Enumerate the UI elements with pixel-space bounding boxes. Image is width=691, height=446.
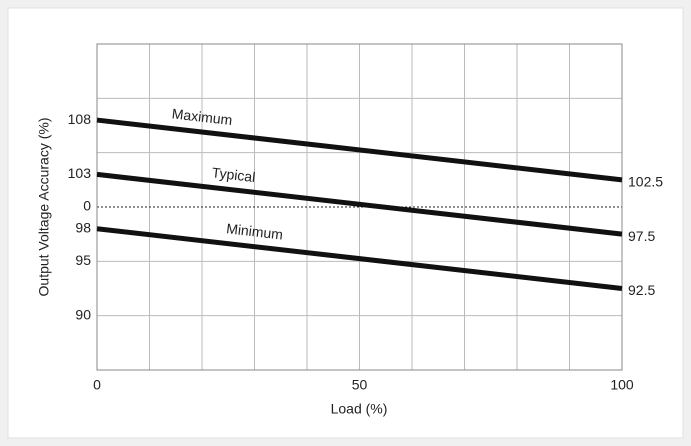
series-line — [96, 171, 623, 237]
x-tick-label: 100 — [610, 377, 634, 393]
y-tick-label: 108 — [68, 111, 92, 127]
y-tick-label: 90 — [75, 306, 91, 322]
x-tick-label: 0 — [93, 377, 101, 393]
series-name: Typical — [211, 164, 256, 185]
value-label: 92.5 — [628, 282, 655, 298]
series-line — [96, 226, 623, 291]
y-axis-label: Output Voltage Accuracy (%) — [36, 118, 52, 297]
series-line — [96, 117, 623, 183]
series-name: Minimum — [226, 220, 284, 242]
y-tick-label: 0 — [83, 198, 91, 214]
value-label: 102.5 — [628, 174, 663, 190]
card — [7, 7, 684, 439]
y-tick-label: 95 — [75, 252, 91, 268]
series-name: Maximum — [171, 105, 233, 128]
plot-frame — [96, 43, 623, 371]
y-tick-label: 98 — [75, 219, 91, 235]
value-label: 97.5 — [628, 228, 655, 244]
y-tick-label: 103 — [68, 165, 92, 181]
x-axis-label: Load (%) — [331, 401, 388, 417]
x-tick-label: 50 — [352, 377, 368, 393]
